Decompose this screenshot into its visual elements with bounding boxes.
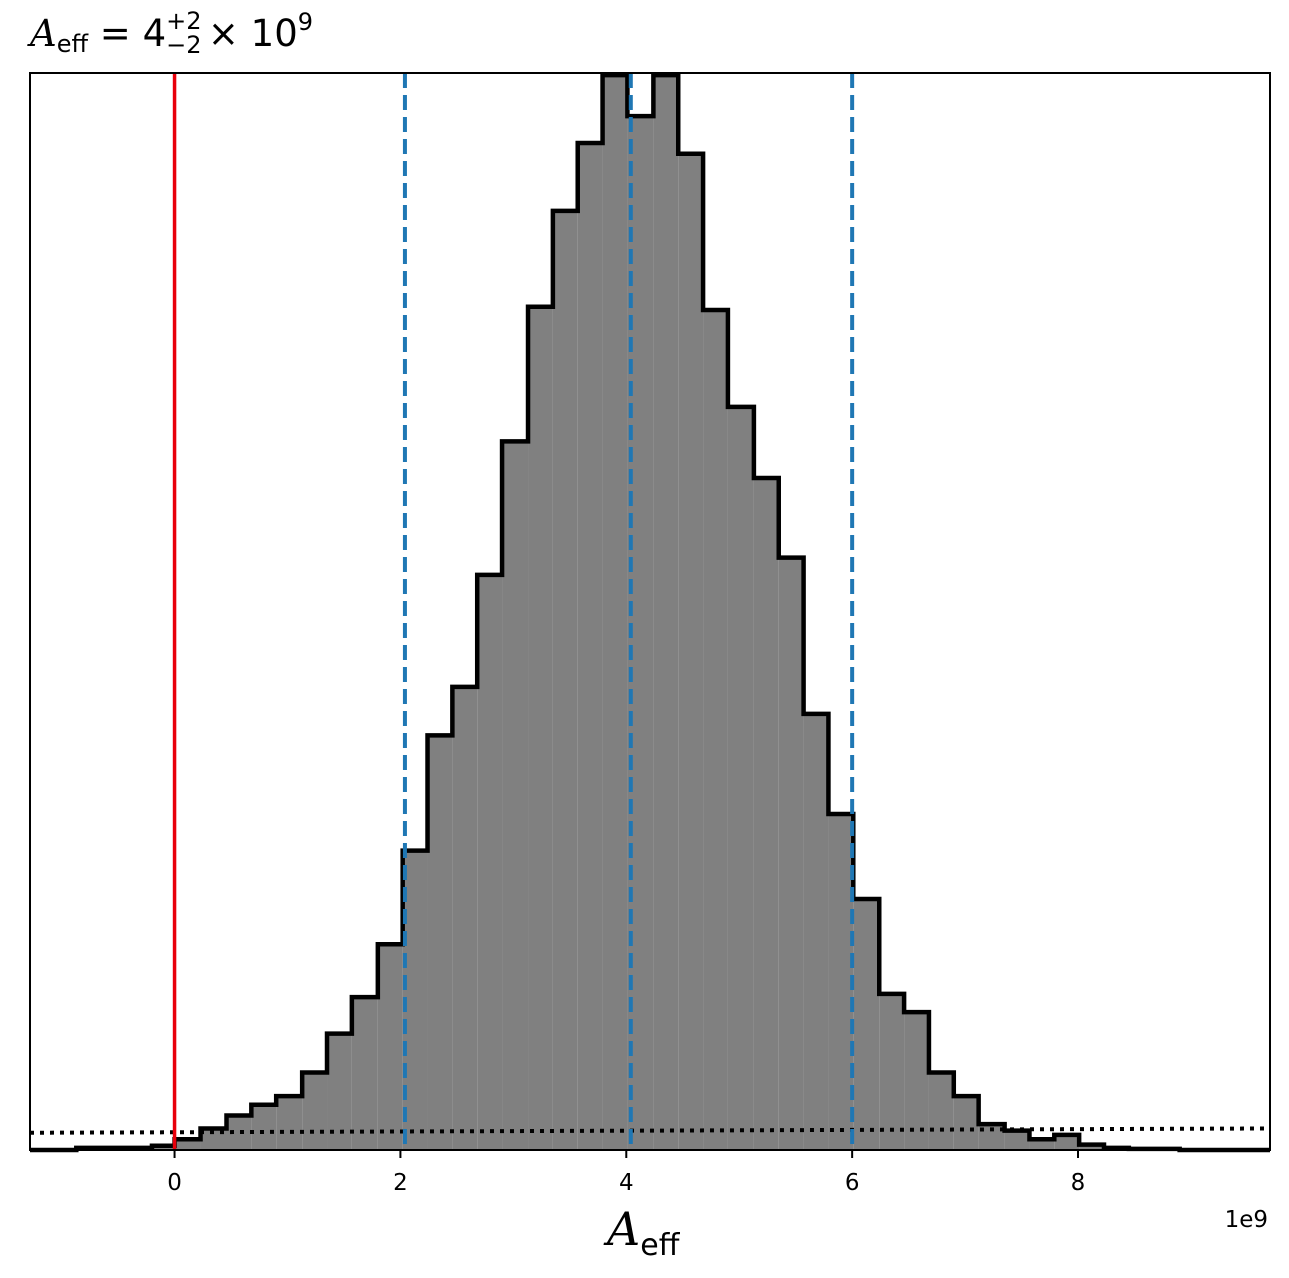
histogram-bar: [879, 993, 905, 1150]
histogram-bar: [803, 713, 829, 1150]
title-upper-error: +2: [166, 6, 202, 35]
histogram-bar: [251, 1104, 277, 1150]
histogram-bar: [778, 557, 804, 1150]
histogram-outline: [30, 72, 1270, 1153]
x-axis-label: Aeff: [607, 1202, 679, 1263]
histogram-bar: [727, 406, 754, 1150]
histogram-bar: [928, 1072, 954, 1150]
histogram-bar: [703, 309, 728, 1150]
histogram-bar: [904, 1012, 929, 1150]
histogram-bar: [828, 813, 854, 1150]
histogram-bar: [351, 997, 378, 1150]
chart-title: Aeff = 4 +2 −2 × 109: [30, 7, 314, 59]
histogram-bar: [552, 210, 578, 1150]
histogram-bar: [853, 899, 880, 1150]
histogram-bar: [502, 441, 529, 1151]
histogram-bar: [577, 143, 603, 1150]
title-errors: +2 −2: [166, 7, 201, 59]
histogram-bar: [1004, 1130, 1030, 1150]
histogram-bar: [1054, 1134, 1080, 1150]
title-subscript: eff: [56, 30, 89, 58]
title-exponent: 9: [297, 8, 314, 36]
x-axis-ticks: [173, 1150, 1080, 1158]
histogram-bar: [1079, 1144, 1104, 1150]
histogram-bar: [302, 1072, 328, 1150]
histogram-bar: [753, 477, 779, 1150]
title-symbol: A: [30, 12, 57, 55]
histogram-bar: [276, 1096, 303, 1150]
histogram-bar: [653, 75, 679, 1150]
title-equals: = 4: [88, 12, 167, 55]
title-lower-error: −2: [166, 30, 202, 59]
histogram-bar: [602, 75, 628, 1150]
x-tick-label: 4: [618, 1170, 634, 1196]
x-tick-label: 8: [1070, 1170, 1086, 1196]
prior-dotted-line: [29, 1126, 1271, 1135]
x-offset-label: 1e9: [1224, 1207, 1268, 1233]
histogram-bar: [377, 944, 403, 1150]
plot-frame: [29, 72, 1271, 1151]
histogram-bar: [953, 1096, 979, 1150]
overlay-lines: [29, 73, 1271, 1150]
histogram-bar: [678, 153, 704, 1150]
histogram-bar: [174, 1139, 201, 1150]
histogram-bar: [427, 735, 453, 1150]
xlabel-subscript: eff: [640, 1228, 680, 1263]
x-tick-label: 6: [844, 1170, 860, 1196]
histogram-bar: [452, 686, 478, 1150]
histogram-bar: [1029, 1139, 1055, 1150]
histogram-bar: [477, 574, 503, 1150]
histogram-bars: [30, 72, 1270, 1153]
xlabel-symbol: A: [607, 1202, 641, 1256]
x-tick-label: 2: [393, 1170, 408, 1196]
x-tick-label: 0: [167, 1170, 182, 1196]
histogram-bar: [528, 306, 553, 1151]
title-times: × 10: [196, 12, 298, 55]
